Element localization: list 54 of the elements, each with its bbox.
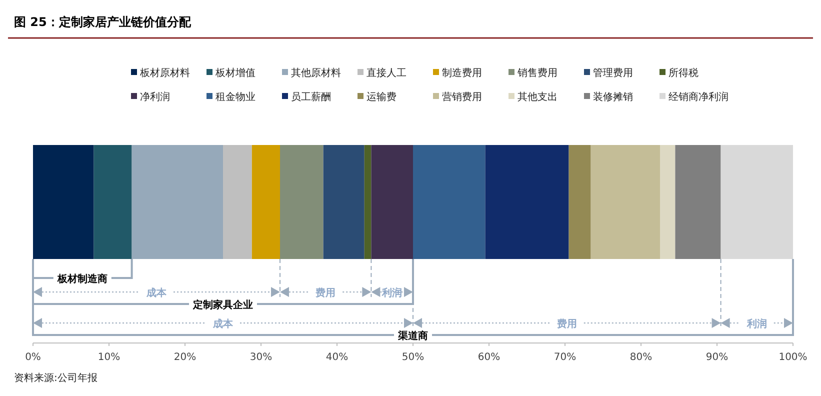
bar [323, 145, 364, 259]
bar [660, 145, 676, 259]
legend-label: 运输费 [366, 91, 396, 103]
text: 利润 [746, 318, 767, 330]
x-tick-label: 20% [174, 352, 196, 363]
legend-label: 其他支出 [518, 91, 558, 103]
legend-label: 租金物业 [216, 91, 256, 103]
bar [364, 145, 372, 259]
legend-label: 直接人工 [366, 67, 406, 79]
bar [675, 145, 721, 259]
text: 板材制造商 [56, 273, 108, 285]
text: 成本 [146, 287, 168, 299]
bar [132, 145, 223, 259]
text: 资料来源:公司年报 [14, 372, 98, 384]
text: 利润 [381, 287, 402, 299]
text: 成本 [212, 318, 234, 330]
x-tick-label: 10% [98, 352, 120, 363]
legend-label: 制造费用 [442, 67, 482, 79]
text: 定制家具企业 [192, 299, 253, 311]
x-tick-label: 0% [25, 352, 41, 363]
bar [568, 145, 591, 259]
legend-label: 销售费用 [516, 67, 558, 79]
x-tick-label: 40% [326, 352, 348, 363]
x-tick-label: 100% [778, 352, 808, 363]
legend-label: 板材增值 [214, 67, 256, 79]
chart-title: 图 25：定制家居产业链价值分配 [14, 15, 192, 29]
legend-label: 营销费用 [442, 91, 482, 103]
bar [94, 145, 132, 259]
legend-label: 所得税 [668, 67, 698, 79]
text: 费用 [314, 287, 336, 299]
legend-label: 员工薪酬 [291, 91, 331, 103]
x-tick-label: 60% [478, 352, 500, 363]
text: 费用 [556, 318, 577, 330]
legend-label: 净利润 [140, 91, 170, 103]
bar [485, 145, 569, 259]
x-tick-label: 80% [630, 352, 652, 363]
legend-label: 经销商净利润 [668, 91, 728, 103]
bar [252, 145, 280, 259]
x-tick-label: 70% [554, 352, 576, 363]
bar [33, 145, 94, 259]
legend-label: 其他原材料 [291, 67, 341, 79]
text: 渠道商 [397, 330, 428, 342]
x-tick-label: 50% [402, 352, 424, 363]
bar [371, 145, 413, 259]
x-tick-label: 30% [250, 352, 272, 363]
bar [413, 145, 486, 259]
x-tick-label: 90% [706, 352, 728, 363]
bar [223, 145, 252, 259]
bar [280, 145, 324, 259]
bar [720, 145, 793, 259]
legend-label: 装修摊销 [593, 91, 633, 103]
legend-label: 管理费用 [593, 67, 633, 79]
bar [590, 145, 660, 259]
legend-label: 板材原材料 [139, 67, 190, 79]
